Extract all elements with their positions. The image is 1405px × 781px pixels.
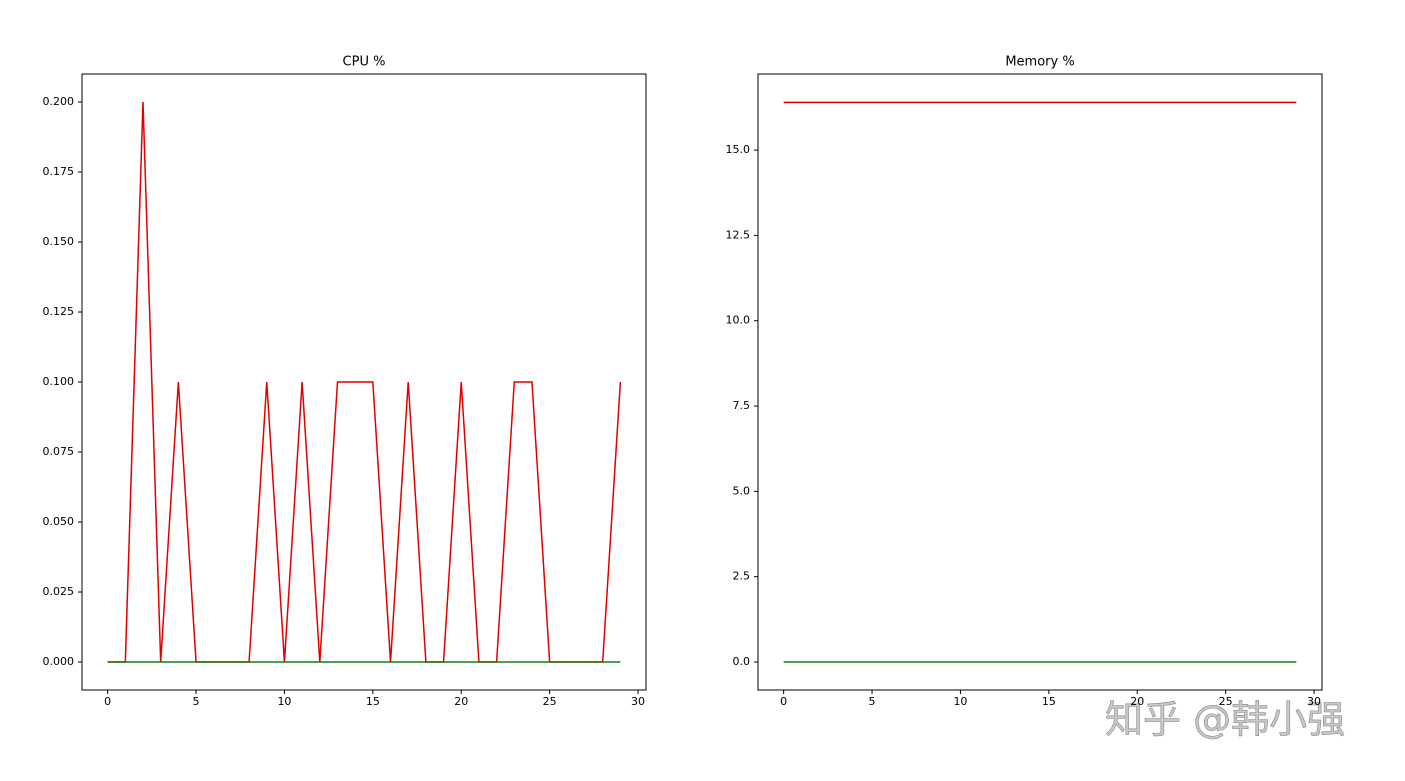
y-tick-label: 2.5: [733, 570, 751, 583]
watermark: 知乎 @韩小强: [1105, 698, 1345, 742]
x-tick-label: 10: [277, 695, 291, 708]
y-tick-label: 12.5: [726, 228, 751, 241]
x-tick-label: 0: [780, 695, 787, 708]
x-tick-label: 5: [193, 695, 200, 708]
y-tick-label: 10.0: [726, 314, 751, 327]
x-tick-label: 5: [869, 695, 876, 708]
y-tick-label: 0.200: [43, 95, 75, 108]
y-tick-label: 0.075: [43, 445, 75, 458]
plot-frame: [757, 73, 1323, 691]
y-tick-label: 15.0: [726, 143, 751, 156]
y-tick-label: 0.100: [43, 375, 75, 388]
y-tick-label: 7.5: [733, 399, 751, 412]
x-tick-label: 20: [454, 695, 468, 708]
x-tick-label: 0: [104, 695, 111, 708]
chart-title: CPU %: [343, 55, 386, 70]
chart-title: Memory %: [1005, 55, 1074, 70]
y-tick-label: 0.0: [733, 655, 751, 668]
y-tick-label: 0.125: [43, 305, 75, 318]
y-tick-label: 0.000: [43, 655, 75, 668]
x-tick-label: 25: [543, 695, 557, 708]
y-tick-label: 0.150: [43, 235, 75, 248]
x-tick-label: 10: [953, 695, 967, 708]
plot-frame: [81, 73, 647, 691]
x-tick-label: 25: [1219, 695, 1233, 708]
y-tick-label: 0.050: [43, 515, 75, 528]
x-tick-label: 30: [631, 695, 645, 708]
x-tick-label: 15: [1042, 695, 1056, 708]
series-line: [107, 101, 622, 663]
y-tick-label: 0.175: [43, 165, 75, 178]
x-tick-label: 30: [1307, 695, 1321, 708]
x-tick-label: 15: [366, 695, 380, 708]
x-tick-label: 20: [1130, 695, 1144, 708]
y-tick-label: 5.0: [733, 484, 751, 497]
y-tick-label: 0.025: [43, 585, 75, 598]
